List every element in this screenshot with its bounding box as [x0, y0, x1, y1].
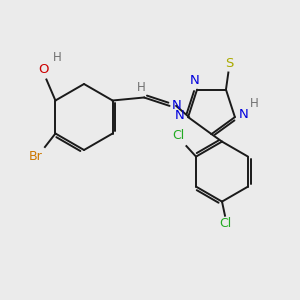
Text: N: N [175, 109, 184, 122]
Text: Cl: Cl [219, 217, 231, 230]
Text: O: O [38, 63, 49, 76]
Text: Br: Br [29, 149, 43, 163]
Text: H: H [53, 51, 62, 64]
Text: Cl: Cl [172, 129, 185, 142]
Text: H: H [250, 97, 259, 110]
Text: N: N [171, 99, 181, 112]
Text: N: N [190, 74, 200, 87]
Text: N: N [238, 108, 248, 121]
Text: H: H [137, 81, 146, 94]
Text: S: S [225, 57, 234, 70]
